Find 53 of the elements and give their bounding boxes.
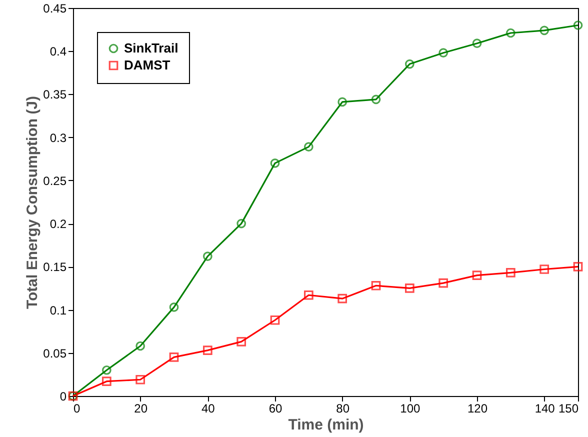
y-tick-label: 0.3 [50, 130, 67, 145]
point [270, 158, 280, 168]
legend-label: DAMST [124, 58, 170, 72]
point [202, 346, 212, 355]
point [438, 278, 448, 288]
point [136, 341, 146, 351]
point [371, 94, 381, 104]
point [540, 26, 550, 36]
point [270, 315, 280, 325]
point [506, 268, 516, 278]
point [202, 252, 212, 261]
point [169, 302, 179, 312]
y-axis-title: Total Energy Consumption (J) [24, 96, 42, 310]
y-tick-label: 0.45 [43, 2, 67, 16]
y-tick-label: 0.35 [43, 88, 67, 102]
y-tick-label: 0 [60, 390, 67, 404]
point [102, 365, 112, 375]
x-axis-title: Time (min) [288, 416, 364, 434]
legend-label: SinkTrail [124, 40, 178, 56]
point [169, 352, 179, 362]
point [338, 97, 348, 107]
x-tick-label: 150 [558, 402, 579, 416]
y-tick-label: 0.25 [43, 174, 67, 188]
point [573, 20, 583, 30]
point [438, 48, 448, 58]
y-tick-label: 0.4 [50, 44, 67, 59]
point [404, 59, 414, 69]
point [236, 337, 246, 346]
x-tick-label: 100 [400, 402, 420, 416]
point [102, 376, 112, 386]
point [136, 374, 146, 384]
x-tick-label: 120 [467, 402, 488, 416]
point [338, 294, 348, 304]
point [304, 142, 314, 152]
point [371, 280, 381, 290]
x-tick-label: 40 [201, 402, 216, 416]
x-tick-label: 60 [268, 402, 282, 416]
point [404, 284, 414, 293]
point [304, 290, 314, 300]
y-tick-label: 0.1 [50, 303, 67, 318]
x-tick-label: 20 [134, 402, 148, 416]
y-tick-label: 0.05 [43, 346, 67, 360]
x-tick-label: 140 [534, 402, 556, 416]
y-tick-label: 0.2 [50, 217, 67, 232]
y-tick-label: 0.15 [43, 260, 67, 274]
point [236, 218, 246, 228]
x-tick-label: 80 [336, 402, 350, 416]
point [573, 262, 583, 272]
x-tick-label: 0 [74, 402, 80, 416]
point [472, 38, 482, 48]
point [472, 270, 482, 280]
point [540, 264, 550, 274]
point [506, 28, 516, 38]
